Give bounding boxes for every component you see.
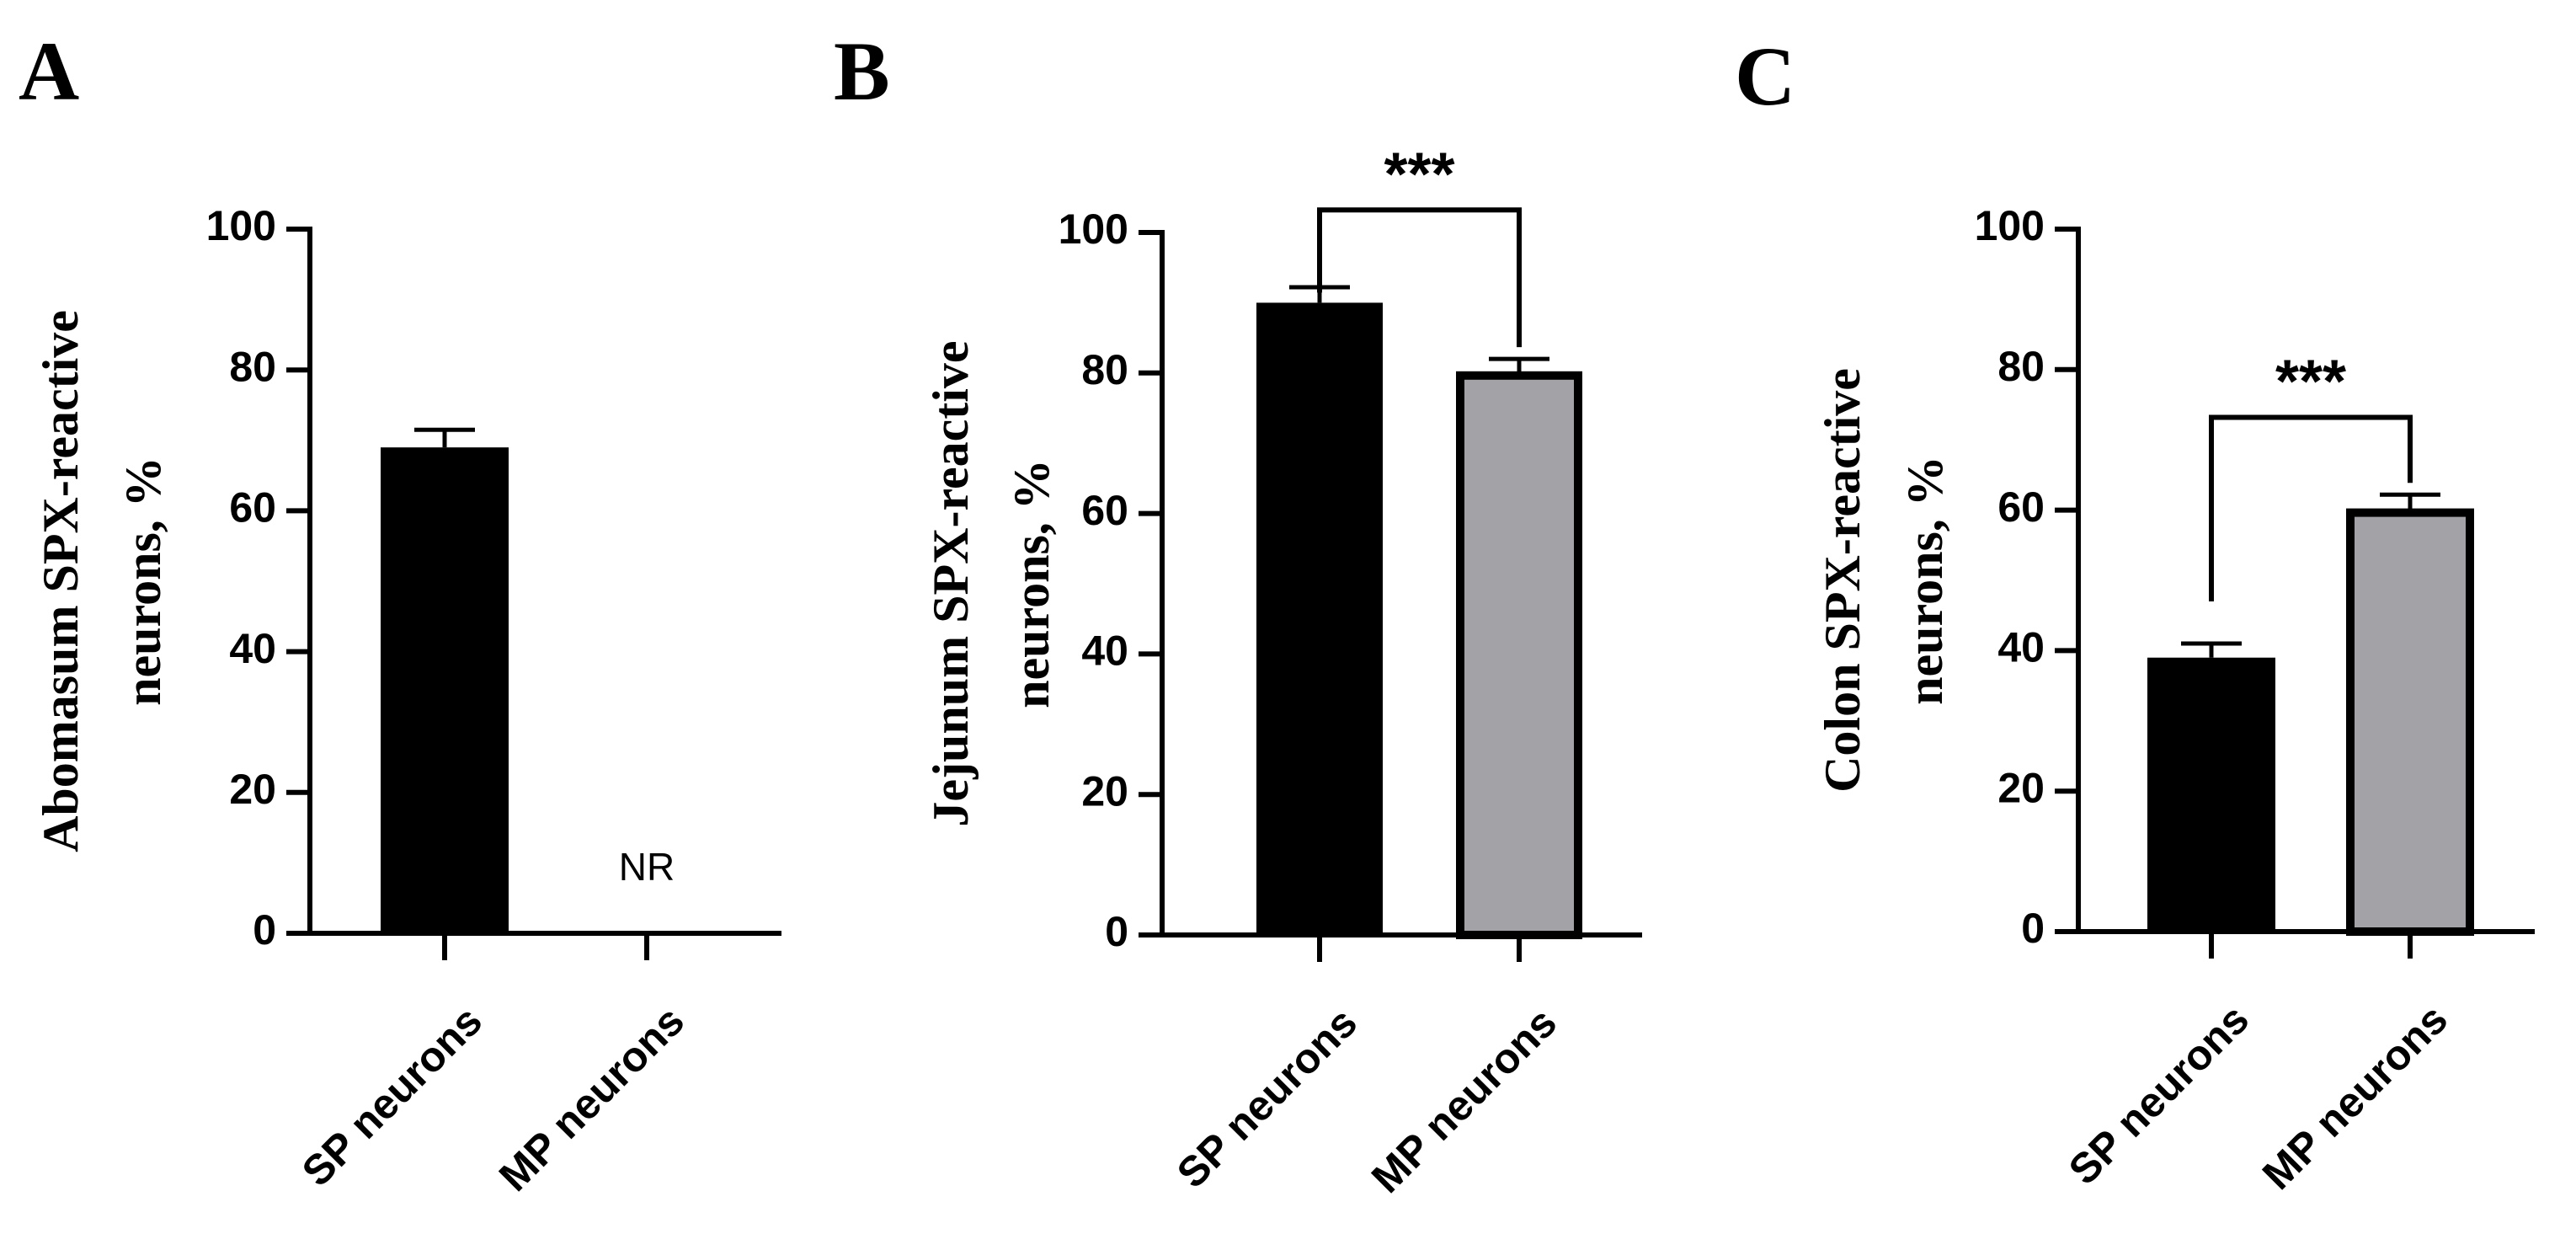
significance-bracket xyxy=(1317,207,1522,348)
x-category-label: MP neurons xyxy=(1363,999,1565,1202)
panel-letter: C xyxy=(1735,29,1795,123)
y-tick-label: 40 xyxy=(1997,624,2045,671)
y-tick-label: 100 xyxy=(1975,202,2045,249)
no-result-annotation: NR xyxy=(619,845,675,889)
y-tick-label: 20 xyxy=(229,766,276,813)
y-tick-label: 80 xyxy=(1997,343,2045,390)
x-category-label: MP neurons xyxy=(490,997,693,1200)
y-tick-label: 0 xyxy=(2021,905,2045,952)
y-axis-label: neurons, % xyxy=(1004,459,1059,708)
y-axis-label: neurons, % xyxy=(1897,456,1953,705)
y-axis-label: Jejunum SPX-reactive xyxy=(923,340,979,826)
y-axis-label: Colon SPX-reactive xyxy=(1815,368,1870,793)
x-category-label: SP neurons xyxy=(1168,999,1366,1197)
y-tick-label: 80 xyxy=(1081,346,1128,393)
y-tick-label: 20 xyxy=(1997,764,2045,811)
y-axis-label: Abomasum SPX-reactive xyxy=(33,310,88,852)
y-tick-label: 40 xyxy=(1081,628,1128,675)
y-tick-label: 40 xyxy=(229,625,276,672)
x-category-label: MP neurons xyxy=(2253,996,2456,1199)
bar xyxy=(1456,371,1582,939)
panel-letter: B xyxy=(834,24,890,118)
panel-letter: A xyxy=(19,24,79,118)
y-tick-label: 100 xyxy=(1059,206,1128,253)
y-tick-label: 60 xyxy=(229,484,276,532)
y-axis-label: neurons, % xyxy=(115,457,171,706)
y-tick-label: 60 xyxy=(1081,487,1128,534)
significance-label: *** xyxy=(2275,349,2346,416)
y-tick-label: 80 xyxy=(229,343,276,390)
y-tick-label: 20 xyxy=(1081,767,1128,815)
x-category-label: SP neurons xyxy=(293,997,491,1195)
y-tick-label: 0 xyxy=(1105,908,1128,955)
bar xyxy=(2346,508,2474,936)
panel-b: B Jejunum SPX-reactive neurons, % 0 20 40 60 80… xyxy=(834,24,1642,1202)
panel-a: A Abomasum SPX-reactive neurons, % 0 20 40 60 8… xyxy=(19,24,781,1200)
panel-c: C Colon SPX-reactive neurons, % 0 20 40 60 80 10… xyxy=(1735,29,2535,1199)
x-category-label: SP neurons xyxy=(2060,996,2258,1194)
y-tick-label: 100 xyxy=(206,202,276,249)
bar xyxy=(2147,657,2275,932)
significance-bracket xyxy=(2209,414,2413,602)
y-tick-label: 60 xyxy=(1997,483,2045,531)
bar xyxy=(381,447,509,933)
significance-label: *** xyxy=(1384,141,1454,208)
y-tick-label: 0 xyxy=(253,906,276,954)
bar xyxy=(1256,302,1383,935)
